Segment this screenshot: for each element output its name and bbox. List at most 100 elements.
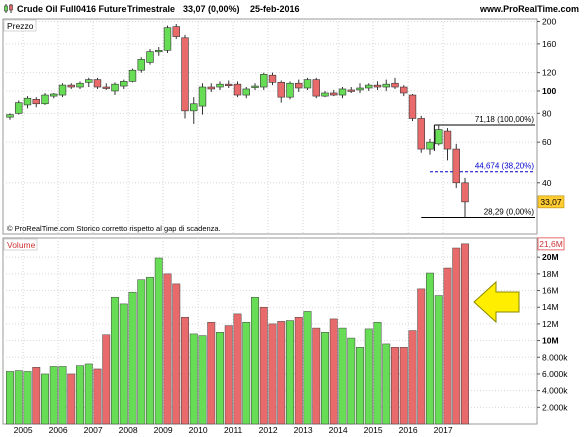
volume-bar [119,303,128,425]
volume-bar [198,335,207,425]
volume-panel-label-box [3,238,38,251]
price-panel-label: Prezzo [7,21,34,31]
volume-bar [84,363,93,425]
volume-bar [58,366,67,425]
candle-body [198,86,207,107]
candle-body [277,82,285,98]
last-price-tag [537,195,565,209]
year-tick-label: 2014 [329,425,348,435]
volume-bar [189,333,198,425]
candle-body [32,99,40,105]
price-tick-label: 200 [542,16,556,26]
candle-body [190,103,198,112]
candle-body [312,79,320,97]
fib-level-label: 44,674 (38,20%) [475,162,534,171]
volume-bar [207,321,216,425]
year-tick-label: 2016 [399,425,418,435]
year-tick-label: 2007 [84,425,103,435]
volume-bar [329,318,338,425]
volume-tick-label: 4.000k [542,386,568,396]
volume-bar [111,296,119,425]
candle-body [443,130,452,150]
volume-bar [382,343,391,425]
volume-bar [259,306,268,425]
candle-body [242,88,250,96]
candle-body [50,93,58,97]
volume-bar [303,311,312,425]
candle-body [120,81,128,87]
instrument-title: Crude Oil Full0416 Future [17,4,127,14]
candle-body [461,182,469,203]
candle-body [155,50,163,53]
candle-body [58,84,67,96]
site-url: www.ProRealTime.com [479,4,579,14]
volume-bar [294,316,303,425]
volume-bar [93,368,102,425]
volume-bar [373,321,382,425]
candle-body [85,79,93,83]
volume-bar [452,247,461,425]
candle-body [23,97,32,106]
volume-tick-label: 16M [542,286,559,296]
candle-body [111,83,119,92]
volume-bar [154,257,163,425]
volume-bar [251,296,259,425]
fib-level-label: 71,18 (100,00%) [475,115,534,124]
candle-body [67,84,75,88]
volume-bar [399,347,408,425]
volume-bar [443,267,452,425]
year-tick-label: 2013 [294,425,313,435]
candle-body [400,86,408,94]
candle-body [417,118,425,150]
volume-bar [6,371,14,425]
volume-bar [268,323,277,425]
period-label: Trimestrale [127,4,176,14]
price-tick-label: 120 [542,68,556,78]
candle-body [102,86,110,89]
volume-tick-label: 8.000k [542,352,568,362]
candle-body [435,129,443,145]
volume-bar [181,316,189,425]
volume-bar [434,295,443,425]
candle-body [93,79,102,88]
year-tick-label: 2005 [14,425,33,435]
last-price-change: 33,07 (0,00%) [183,4,240,14]
candle-body [207,86,215,90]
candle-body [146,51,154,63]
candle-body [303,79,312,89]
volume-tick-label: 14M [542,302,559,312]
volume-bar [172,283,181,425]
candle-body [338,88,347,96]
candle-body [295,82,303,89]
volume-bar [102,334,111,425]
candle-body [172,26,180,37]
volume-bar [312,327,321,425]
year-tick-label: 2010 [189,425,208,435]
candle-body [286,82,294,98]
volume-bar [137,279,146,425]
volume-bar [408,330,417,425]
candle-body [41,94,49,105]
date-label: 25-feb-2016 [250,4,300,14]
candle-body [321,92,329,97]
chart-header: Crude Oil Full0416 Future Trimestrale 33… [0,0,585,18]
candle-body [365,84,373,89]
volume-bar [461,243,469,425]
price-tick-label: 60 [542,137,552,147]
copyright-note: © ProRealTime.com Storico corretto rispe… [7,224,221,233]
last-volume-tag-label: 21,6M [539,239,563,249]
volume-bar [242,321,251,425]
price-tick-label: 80 [542,108,552,118]
volume-tick-label: 2.000k [542,402,568,412]
volume-tick-label: 20M [542,252,559,262]
year-tick-label: 2006 [49,425,68,435]
candle-body [452,148,460,184]
volume-bar [426,272,434,425]
candle-body [347,89,355,92]
candle-body [356,87,364,91]
volume-bar [338,327,347,425]
last-volume-tag [537,237,565,251]
year-tick-label: 2017 [434,425,453,435]
